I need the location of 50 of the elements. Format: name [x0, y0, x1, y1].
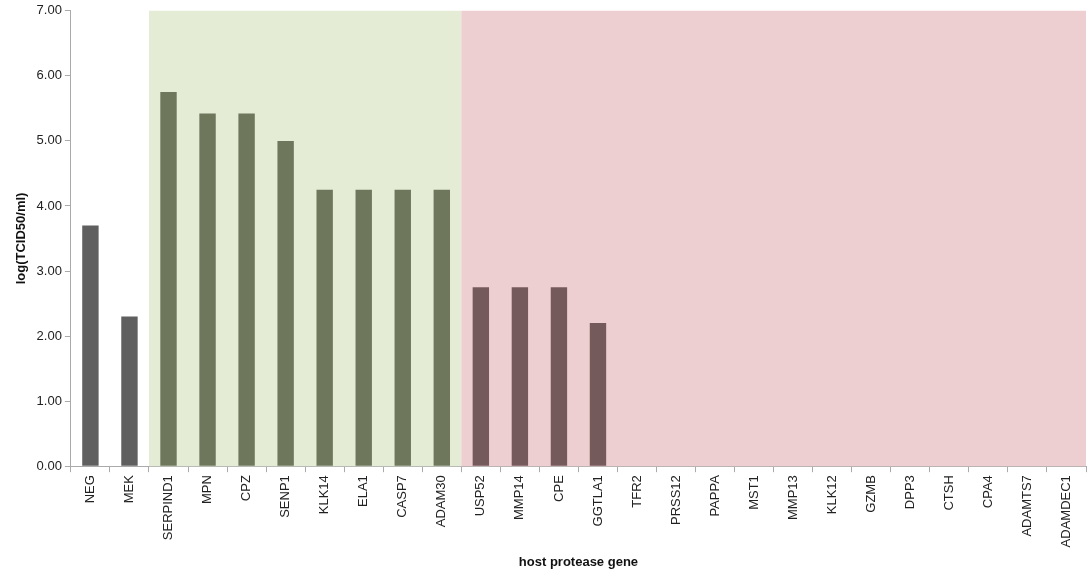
bar	[121, 316, 138, 466]
y-tick-label: 0.00	[36, 457, 62, 473]
bar	[355, 189, 372, 466]
x-tick-label: CASP7	[394, 475, 410, 518]
y-tick-label: 1.00	[36, 392, 62, 408]
x-tick-label: USP52	[472, 475, 488, 517]
x-tick-label: MEK	[121, 474, 137, 504]
y-tick-label: 6.00	[36, 67, 62, 83]
bar	[511, 287, 529, 466]
x-tick-label: CPA4	[979, 475, 995, 509]
x-tick-label: NEG	[82, 475, 97, 504]
bar	[394, 189, 411, 466]
y-tick-label: 3.00	[36, 262, 62, 278]
x-tick-label: KLK12	[823, 475, 839, 515]
x-tick-label: CPE	[550, 474, 566, 502]
y-tick-label: 4.00	[36, 197, 62, 213]
x-tick-label: MPN	[199, 475, 215, 505]
bar	[550, 287, 568, 466]
x-tick-label: SERPIND1	[160, 475, 176, 541]
x-tick-label: CTSH	[940, 475, 956, 511]
x-tick-label: GZMB	[862, 475, 878, 513]
bar	[82, 225, 99, 466]
bar	[316, 189, 333, 466]
bar	[589, 323, 607, 466]
y-tick-label: 2.00	[36, 327, 62, 343]
x-tick-label: ADAMDEC1	[1058, 475, 1074, 548]
x-tick-label: PRSS12	[667, 475, 683, 526]
y-tick-label: 7.00	[36, 2, 62, 18]
x-tick-label: KLK14	[316, 475, 332, 515]
x-tick-label: CPZ	[238, 475, 254, 502]
bar	[238, 113, 255, 466]
x-tick-label: MMP13	[784, 475, 800, 520]
bar	[433, 189, 450, 466]
bar	[277, 140, 294, 466]
x-tick-label: DPP3	[901, 475, 917, 510]
bar	[199, 113, 216, 466]
y-tick-label: 5.00	[36, 132, 62, 148]
x-axis-title: host protease gene	[518, 553, 639, 569]
x-tick-label: SENP1	[277, 475, 293, 518]
x-tick-label: TFR2	[628, 475, 644, 508]
x-tick-label: MST1	[745, 475, 761, 510]
bar	[472, 287, 490, 466]
x-tick-label: MMP14	[511, 475, 527, 520]
x-tick-label: ADAM30	[433, 475, 449, 528]
x-tick-label: ADAMTS7	[1019, 475, 1035, 537]
x-tick-label: GGTLA1	[589, 475, 605, 527]
y-axis-title: log(TCID50/ml)	[13, 192, 29, 285]
x-tick-label: PAPPA	[706, 474, 722, 517]
x-tick-label: ELA1	[355, 475, 371, 507]
bar	[160, 92, 177, 466]
